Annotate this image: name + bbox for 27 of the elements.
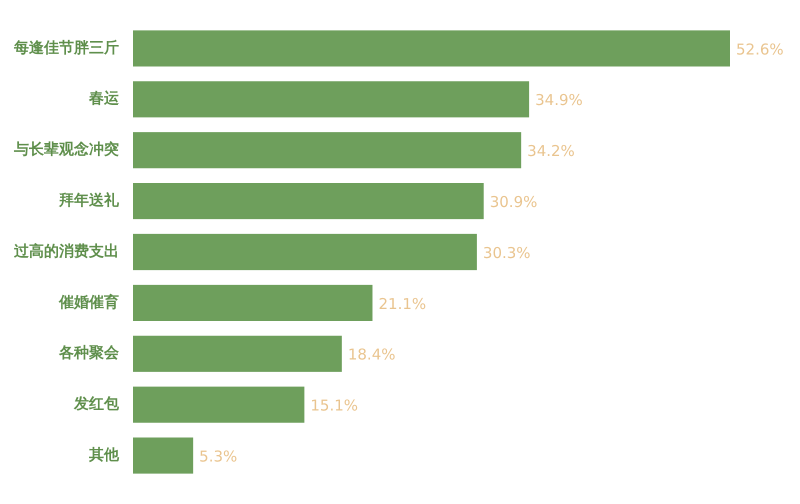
bar xyxy=(133,284,372,321)
y-tick-label: 发红包 xyxy=(73,394,120,413)
y-tick-label: 每逢佳节胖三斤 xyxy=(13,38,119,56)
bar xyxy=(133,183,484,220)
y-tick-label: 其他 xyxy=(88,445,120,464)
bar xyxy=(133,234,477,270)
data-label: 30.9% xyxy=(490,193,538,211)
data-label: 30.3% xyxy=(482,244,531,262)
y-tick-label: 与长辈观念冲突 xyxy=(13,140,119,158)
bar xyxy=(133,132,522,168)
y-tick-label: 催婚催育 xyxy=(58,292,119,311)
bar xyxy=(133,81,530,118)
y-tick-label: 春运 xyxy=(88,89,120,108)
data-label: 34.2% xyxy=(527,142,575,160)
y-tick-label: 过高的消费支出 xyxy=(13,242,119,260)
bar xyxy=(133,437,194,474)
y-tick-label: 各种聚会 xyxy=(58,344,120,362)
data-label: 15.1% xyxy=(310,396,358,415)
y-tick-label: 拜年送礼 xyxy=(58,191,120,209)
data-label: 34.9% xyxy=(535,91,583,110)
data-label: 5.3% xyxy=(199,447,238,466)
bar xyxy=(133,336,342,372)
data-label: 18.4% xyxy=(348,346,396,364)
data-label: 52.6% xyxy=(736,40,784,58)
bar xyxy=(133,386,304,423)
bar xyxy=(133,30,730,67)
data-label: 21.1% xyxy=(378,294,426,313)
